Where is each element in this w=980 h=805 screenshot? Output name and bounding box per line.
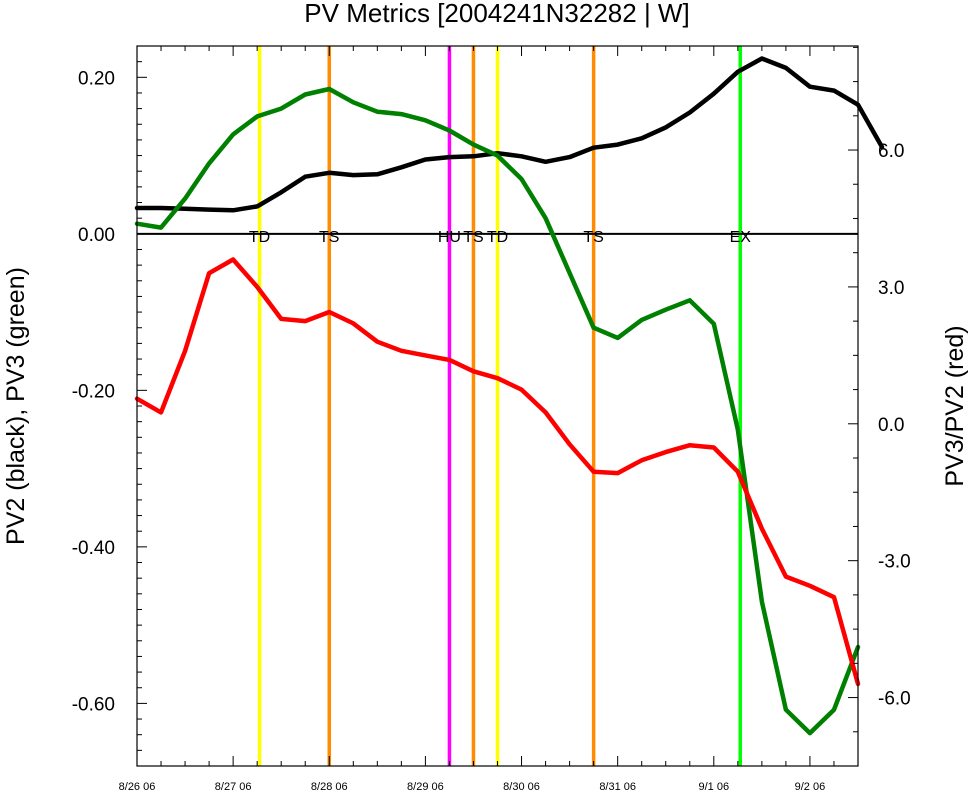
- x-tick-label-6: 9/1 06: [699, 781, 730, 793]
- event-label-5: TS: [583, 229, 603, 246]
- y-tick-label-left-4: -0.60: [72, 694, 115, 715]
- y-tick-label-right-1: 3.0: [878, 278, 904, 299]
- y-tick-label-left-3: -0.40: [72, 538, 115, 559]
- y-tick-label-right-2: 0.0: [878, 415, 904, 436]
- y-tick-label-left-0: 0.20: [78, 68, 115, 89]
- y-tick-label-right-3: -3.0: [878, 552, 911, 573]
- series-lines: [134, 56, 885, 736]
- series-line-0: [134, 56, 885, 213]
- event-label-6: EX: [730, 229, 752, 246]
- x-tick-label-7: 9/2 06: [795, 781, 826, 793]
- x-tick-label-2: 8/28 06: [311, 781, 348, 793]
- y-tick-label-left-2: -0.20: [72, 381, 115, 402]
- chart-title: PV Metrics [2004241N32282 | W]: [304, 0, 689, 28]
- y-axis-label-right: PV3/PV2 (red): [941, 325, 969, 486]
- y-tick-label-right-0: 6.0: [878, 141, 904, 162]
- y-tick-label-right-4: -6.0: [878, 689, 911, 710]
- event-label-1: TS: [319, 229, 339, 246]
- x-tick-label-1: 8/27 06: [215, 781, 252, 793]
- series-line-2: [134, 257, 861, 687]
- x-tick-label-5: 8/31 06: [599, 781, 636, 793]
- event-label-4: TD: [487, 229, 508, 246]
- axes: 8/26 06 8/27 06 8/28 06 8/29 06 8/30 06 8/31 …: [72, 45, 911, 793]
- series-line-1: [134, 86, 861, 736]
- x-tick-label-0: 8/26 06: [119, 781, 156, 793]
- event-label-3: TS: [463, 229, 483, 246]
- x-tick-label-4: 8/30 06: [503, 781, 540, 793]
- y-tick-label-left-1: 0.00: [78, 225, 115, 246]
- y-axis-label-left: PV2 (black), PV3 (green): [2, 267, 30, 545]
- x-tick-label-3: 8/29 06: [407, 781, 444, 793]
- event-labels: TD TS HU TS TD TS EX: [249, 229, 751, 246]
- event-label-2: HU: [438, 229, 461, 246]
- event-lines: [257, 46, 742, 766]
- event-label-0: TD: [249, 229, 270, 246]
